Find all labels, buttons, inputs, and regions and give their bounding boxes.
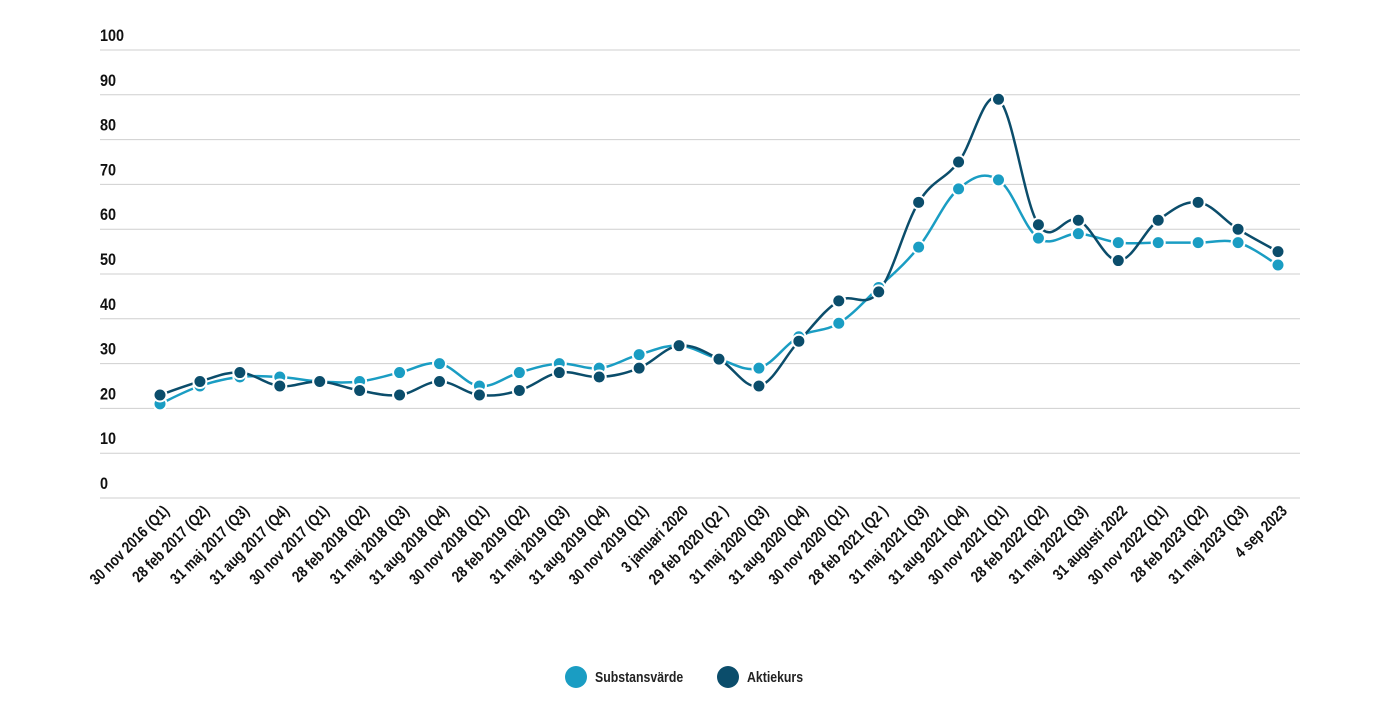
point-aktiekurs	[1070, 212, 1086, 228]
point-aktiekurs	[312, 374, 328, 390]
point-substansvrde	[1270, 257, 1286, 273]
point-aktiekurs	[591, 369, 607, 385]
point-substansvrde	[1150, 235, 1166, 251]
line-substansvrde	[159, 174, 1279, 406]
point-aktiekurs	[432, 374, 447, 390]
point-aktiekurs	[1030, 217, 1046, 233]
y-tick-label: 50	[100, 251, 116, 269]
gridlines	[100, 49, 1300, 499]
point-aktiekurs	[1150, 212, 1166, 228]
point-substansvrde	[511, 365, 527, 381]
point-aktiekurs	[911, 194, 927, 210]
y-axis-ticks: 0 10 20 30 40 50 60 70 80 90 100	[100, 27, 124, 493]
y-tick-label: 20	[100, 385, 116, 403]
point-aktiekurs	[711, 351, 727, 367]
point-substansvrde	[831, 315, 847, 331]
point-substansvrde	[392, 365, 408, 381]
x-axis-ticks: 30 nov 2016 (Q1)28 feb 2017 (Q2)31 maj 2…	[87, 503, 1291, 589]
point-aktiekurs	[1110, 253, 1126, 269]
point-aktiekurs	[951, 154, 967, 170]
legend-label: Aktiekurs	[746, 668, 803, 686]
y-tick-label: 80	[100, 117, 116, 135]
point-aktiekurs	[352, 382, 368, 398]
point-aktiekurs	[871, 284, 887, 300]
point-aktiekurs	[631, 360, 647, 376]
legend-item-aktiekurs[interactable]: Aktiekurs	[716, 666, 815, 688]
y-tick-label: 40	[100, 296, 116, 314]
point-substansvrde	[1070, 226, 1086, 242]
point-aktiekurs	[1230, 221, 1246, 237]
y-tick-label: 10	[100, 430, 116, 448]
point-aktiekurs	[991, 91, 1006, 107]
point-aktiekurs	[232, 365, 248, 381]
legend-item-substansvarde[interactable]: Substansvärde	[565, 666, 703, 688]
point-aktiekurs	[671, 338, 687, 354]
point-aktiekurs	[551, 365, 567, 381]
line-chart: 0 10 20 30 40 50 60 70 80 90 100 30 nov 2016 (Q1)2…	[87, 27, 1300, 589]
y-tick-label: 30	[100, 341, 116, 359]
series-points	[152, 91, 1286, 412]
point-substansvrde	[1230, 235, 1246, 251]
point-aktiekurs	[471, 387, 487, 403]
point-aktiekurs	[511, 382, 527, 398]
y-tick-label: 70	[100, 161, 116, 179]
point-substansvrde	[1190, 235, 1206, 251]
point-aktiekurs	[272, 378, 288, 394]
y-tick-label: 90	[100, 72, 116, 90]
point-substansvrde	[1110, 235, 1126, 251]
point-aktiekurs	[751, 378, 767, 394]
y-tick-label: 60	[100, 206, 116, 224]
legend-label: Substansvärde	[595, 668, 684, 686]
point-aktiekurs	[152, 387, 168, 403]
point-aktiekurs	[791, 333, 807, 349]
line-aktiekurs	[159, 96, 1279, 397]
point-aktiekurs	[392, 387, 408, 403]
point-substansvrde	[1030, 230, 1046, 246]
y-tick-label: 0	[100, 475, 108, 493]
legend-marker-substansvarde	[565, 666, 588, 688]
point-substansvrde	[631, 347, 647, 363]
y-tick-label: 100	[100, 27, 124, 45]
point-substansvrde	[432, 356, 447, 372]
point-aktiekurs	[1270, 244, 1286, 260]
point-substansvrde	[991, 172, 1006, 188]
point-aktiekurs	[1190, 194, 1206, 210]
point-substansvrde	[951, 181, 967, 197]
point-aktiekurs	[192, 374, 208, 390]
legend: Substansvärde Aktiekurs	[0, 666, 1380, 688]
point-substansvrde	[751, 360, 767, 376]
legend-marker-aktiekurs	[716, 666, 739, 688]
point-substansvrde	[911, 239, 927, 255]
point-aktiekurs	[831, 293, 847, 309]
